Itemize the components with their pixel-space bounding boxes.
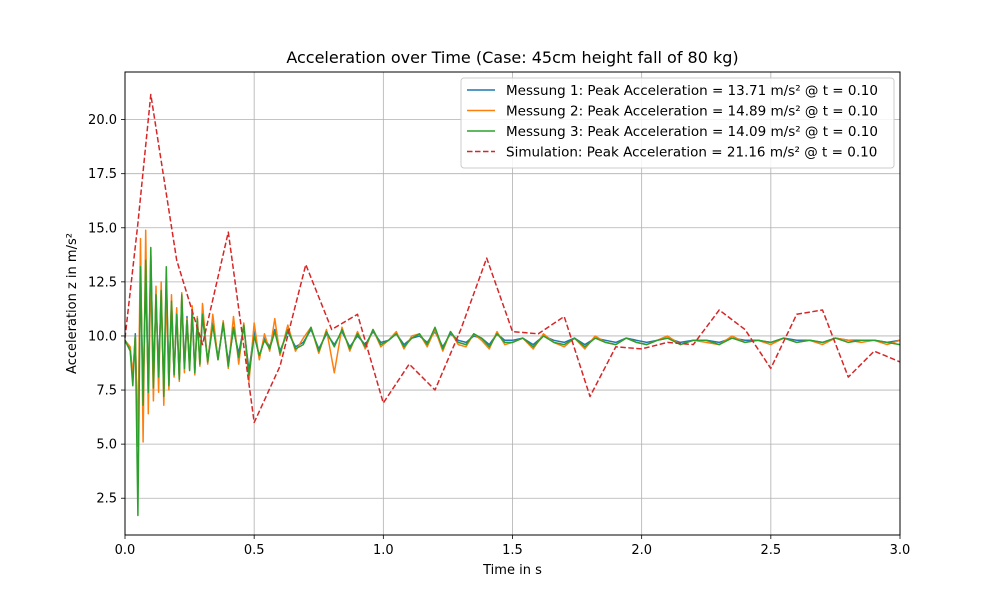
x-tick-label: 2.0 [631, 543, 652, 558]
legend-box [460, 77, 895, 169]
legend-label-4: Simulation: Peak Acceleration = 21.16 m/… [506, 145, 877, 161]
x-tick-label: 2.5 [760, 543, 781, 558]
y-tick-label: 10.0 [88, 329, 117, 344]
y-axis-label: Acceleration z in m/s² [65, 233, 80, 374]
series-line-3 [124, 246, 901, 517]
series-line-4 [124, 93, 901, 424]
y-tick-label: 15.0 [88, 221, 117, 236]
plot-lines [124, 93, 901, 517]
x-tick-label: 1.0 [373, 543, 394, 558]
x-axis-ticks: 0.0 0.5 1.0 1.5 2.0 2.5 3.0 [115, 535, 911, 558]
legend-label-2: Messung 2: Peak Acceleration = 14.89 m/s… [506, 104, 878, 120]
x-tick-label: 1.5 [502, 543, 523, 558]
y-tick-label: 5.0 [96, 438, 117, 453]
chart-title: Acceleration over Time (Case: 45cm heigh… [286, 48, 738, 67]
y-axis-ticks: 2.5 5.0 7.5 10.0 12.5 15.0 17.5 20.0 [88, 113, 125, 507]
x-axis-label: Time in s [482, 563, 542, 578]
legend: Messung 1: Peak Acceleration = 13.71 m/s… [460, 77, 895, 169]
x-tick-label: 0.5 [244, 543, 265, 558]
x-tick-label: 0.0 [115, 543, 136, 558]
y-tick-label: 7.5 [96, 384, 117, 399]
y-tick-label: 12.5 [88, 275, 117, 290]
y-tick-label: 2.5 [96, 492, 117, 507]
y-tick-label: 17.5 [88, 167, 117, 182]
legend-label-1: Messung 1: Peak Acceleration = 13.71 m/s… [506, 83, 878, 99]
y-tick-label: 20.0 [88, 113, 117, 128]
x-tick-label: 3.0 [890, 543, 911, 558]
legend-label-3: Messung 3: Peak Acceleration = 14.09 m/s… [506, 124, 878, 140]
